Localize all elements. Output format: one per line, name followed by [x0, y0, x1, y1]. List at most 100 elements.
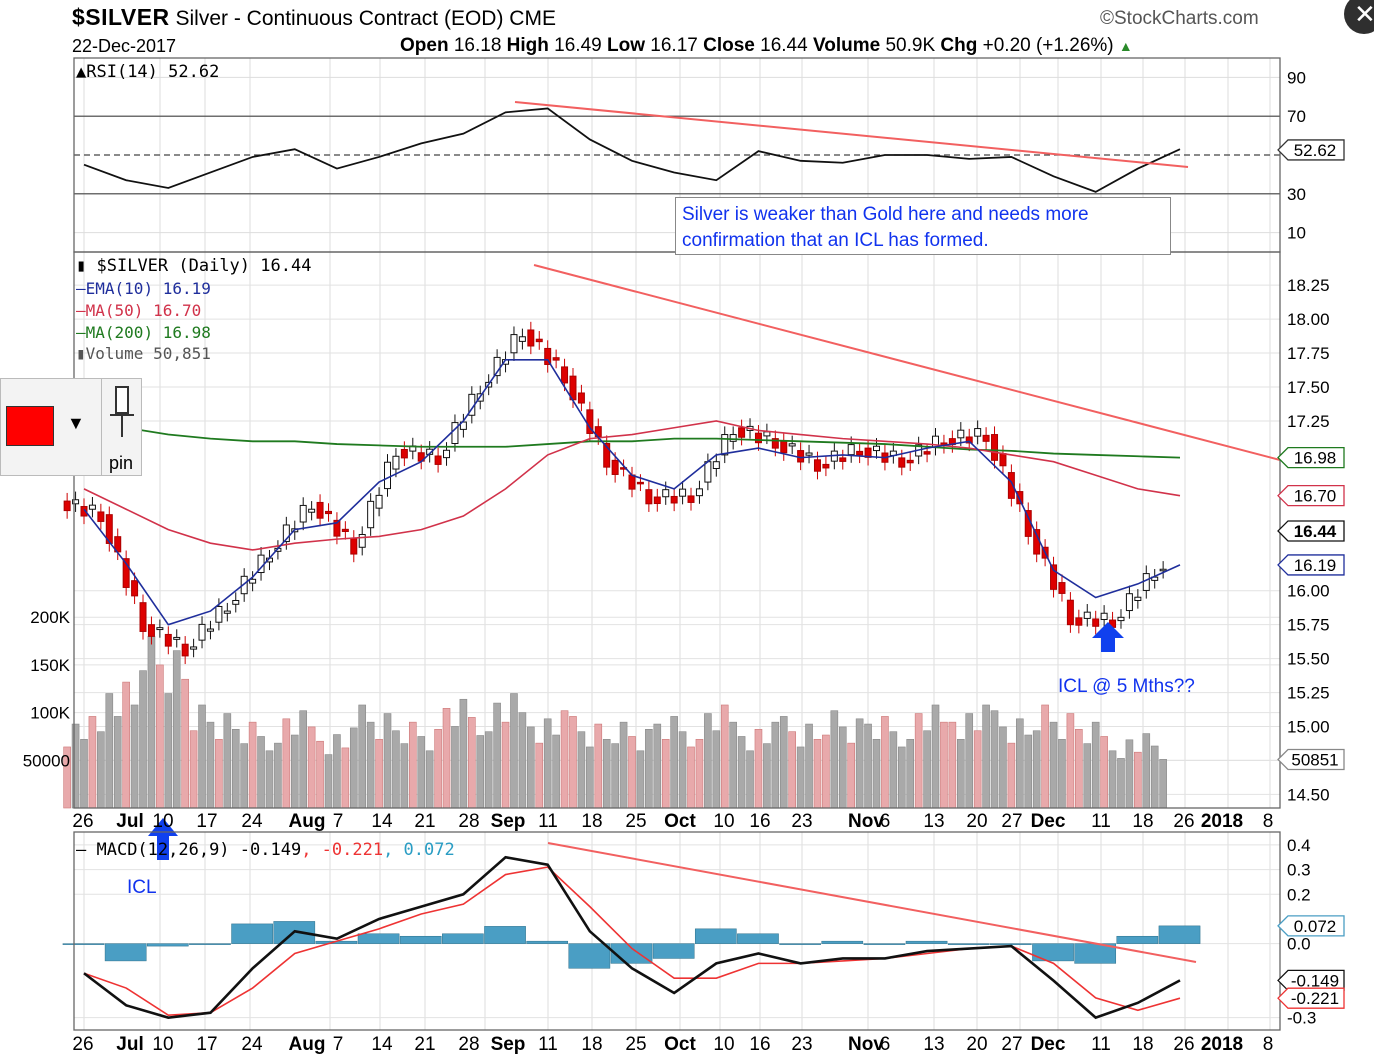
volume-bar	[105, 693, 114, 809]
x-tick-label: 18	[1132, 1034, 1153, 1055]
candle-body	[122, 558, 130, 588]
volume-bar	[535, 742, 544, 809]
x-tick-label: 16	[749, 811, 770, 832]
candle-body	[147, 624, 155, 637]
volume-bar	[122, 681, 130, 809]
candle-body	[788, 443, 796, 447]
x-tick-label: 26	[1173, 1034, 1194, 1055]
x-tick-label: Nov	[848, 811, 884, 832]
volume-bar	[1024, 734, 1033, 809]
volume-legend-text: Volume 50,851	[85, 344, 211, 363]
x-tick-label: Sep	[491, 811, 526, 832]
macd-histogram-bar	[694, 928, 737, 944]
volume-bar	[198, 704, 206, 809]
macd-histogram-bar	[62, 943, 105, 945]
volume-bar	[586, 746, 594, 809]
x-tick-label: 18	[1132, 811, 1153, 832]
rsi-tick-label: 30	[1287, 185, 1306, 204]
volume-bar	[855, 718, 864, 809]
candle-body	[965, 436, 973, 444]
x-tick-label: 11	[1091, 811, 1111, 832]
value-tags: 52.62 16.98 16.70 16.44 16.19 50851 0.072 -0.14…	[1277, 139, 1345, 1009]
close-label: Close	[703, 35, 755, 56]
x-tick-label: 14	[371, 1034, 393, 1055]
volume-bar	[248, 721, 257, 809]
x-tick-label: 13	[923, 811, 944, 832]
x-tick-label: 20	[966, 811, 987, 832]
volume-bar	[881, 716, 889, 809]
macd-histogram-bar	[779, 943, 821, 945]
volume-bar	[805, 723, 813, 809]
volume-bar	[1159, 759, 1167, 809]
macd-tick-label: 0.0	[1287, 935, 1311, 954]
x-tick-label: 26	[72, 1034, 93, 1055]
chevron-down-icon[interactable]: ▼	[67, 413, 85, 433]
x-tick-label: Dec	[1031, 1034, 1066, 1055]
volume-bar	[392, 730, 400, 809]
x-tick-label: Aug	[289, 1034, 326, 1055]
candle-body	[999, 453, 1007, 467]
volume-bar	[1142, 733, 1151, 809]
macd-histogram-bar	[947, 943, 990, 945]
volume-bar	[982, 704, 990, 809]
x-tick-label: 23	[791, 1034, 812, 1055]
volume-bar	[63, 746, 71, 809]
volume-bar	[282, 718, 291, 809]
volume-bar	[796, 746, 805, 809]
volume-bar	[324, 754, 333, 809]
volume-bar	[695, 739, 704, 809]
brand-logo: ©StockCharts.com	[1100, 8, 1259, 29]
candle-body	[552, 357, 560, 361]
volume-bar	[316, 740, 324, 809]
pin-button[interactable]	[101, 379, 142, 475]
candle-body	[864, 447, 872, 458]
candle-body	[299, 504, 307, 523]
color-swatch[interactable]	[6, 406, 54, 446]
volume-bar	[493, 702, 501, 809]
candle-body	[215, 605, 223, 623]
candle-body	[662, 489, 670, 498]
x-tick-label: 2018	[1201, 1034, 1243, 1055]
volume-bar	[156, 664, 164, 809]
x-tick-label: 23	[791, 811, 812, 832]
candle-body	[1159, 568, 1167, 572]
candle-body	[628, 474, 636, 490]
volume-bar	[746, 750, 754, 809]
x-tick-label: 26	[72, 811, 93, 832]
panel-frame-2	[73, 831, 1281, 1031]
volume-bar	[1032, 730, 1041, 809]
candle-body	[249, 578, 257, 584]
candle-body	[561, 366, 569, 384]
x-tick-label: 11	[538, 1034, 558, 1055]
candle-body	[872, 445, 880, 452]
volume-bar	[973, 730, 982, 809]
ohlc-readout: Open 16.18 High 16.49 Low 16.17 Close 16…	[400, 35, 1133, 57]
candle-body	[1016, 491, 1024, 505]
volume-bar	[1091, 721, 1100, 809]
volume-bar	[779, 716, 788, 809]
candle-body	[443, 449, 451, 459]
macd-tick-label: -0.3	[1287, 1009, 1316, 1028]
volume-bar	[206, 721, 215, 809]
macd-histogram-bar	[1032, 943, 1074, 962]
volume-bar	[265, 750, 274, 809]
x-tick-label: 6	[880, 811, 891, 832]
volume-bar	[754, 729, 763, 809]
up-arrow-icon	[1092, 622, 1124, 652]
candle-body	[679, 488, 687, 497]
ma50-legend-text: MA(50) 16.70	[85, 301, 202, 320]
macd-histogram-bar	[821, 940, 864, 944]
candle-body	[738, 427, 746, 438]
volume-bar	[1066, 713, 1075, 809]
volume-bar	[223, 713, 232, 809]
price-tick-label: 17.50	[1287, 378, 1330, 397]
volume-bar	[670, 716, 678, 809]
volume-bar	[1058, 739, 1066, 809]
candle-body	[333, 519, 341, 537]
volume-bar	[720, 704, 729, 809]
rsi-value-tag-box	[1277, 139, 1345, 161]
volume-bar	[923, 730, 931, 809]
open-label: Open	[400, 35, 449, 56]
macd-histogram-bar	[737, 933, 779, 944]
